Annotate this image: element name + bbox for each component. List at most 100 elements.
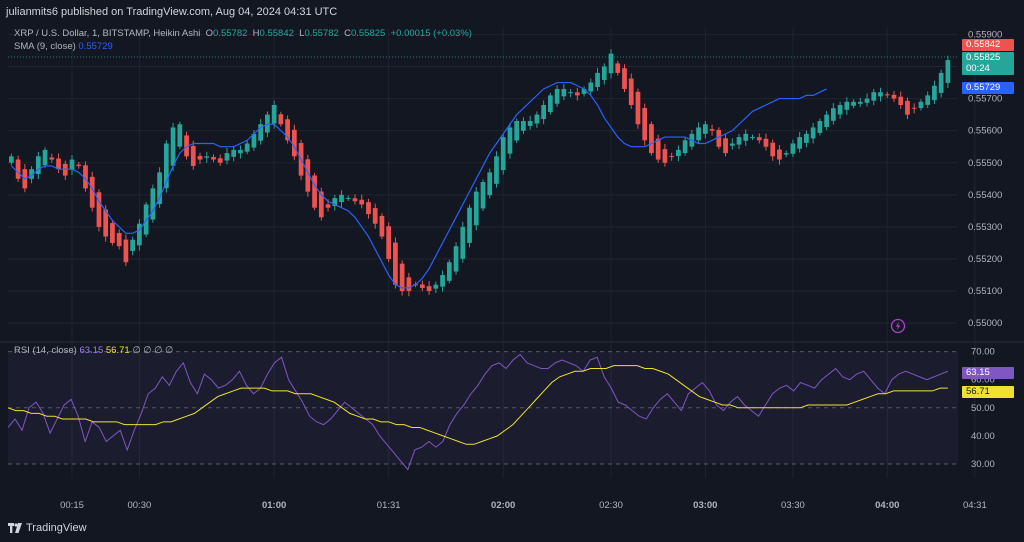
candle-body xyxy=(35,156,41,174)
candle-body xyxy=(352,198,358,202)
candle-body xyxy=(514,121,520,141)
countdown-badge: 00:24 xyxy=(962,63,1014,75)
candle-body xyxy=(130,239,136,251)
change-value: +0.00015 (+0.03%) xyxy=(390,28,472,39)
candle-body xyxy=(655,138,661,160)
rsi-y-tick-label: 60.00 xyxy=(971,375,995,386)
candle-body xyxy=(709,129,715,131)
rsi-badge: 63.15 xyxy=(962,367,1014,379)
candle-body xyxy=(932,85,937,101)
rsi-y-tick-label: 70.00 xyxy=(971,347,995,358)
y-tick-label: 0.55600 xyxy=(968,126,1002,137)
close-label: C xyxy=(344,28,351,39)
candle-body xyxy=(163,143,169,189)
candle-body xyxy=(649,124,654,154)
candle-body xyxy=(615,63,621,73)
y-tick-label: 0.55900 xyxy=(968,29,1002,40)
candle-body xyxy=(446,262,452,281)
candle-body xyxy=(49,157,55,160)
candle-body xyxy=(184,135,189,157)
candle-body xyxy=(676,149,681,157)
candle-body xyxy=(339,194,344,203)
candle-body xyxy=(278,114,284,125)
symbol-label: XRP / U.S. Dollar, 1, BITSTAMP, Heikin A… xyxy=(14,28,201,39)
candle-body xyxy=(271,105,277,124)
candle-body xyxy=(608,53,614,74)
candle-body xyxy=(190,145,196,166)
rsi-grid xyxy=(8,351,958,465)
candle-body xyxy=(305,159,311,192)
y-tick-label: 0.55000 xyxy=(968,318,1002,329)
candle-body xyxy=(42,149,48,166)
candle-body xyxy=(177,124,183,147)
candle-body xyxy=(756,137,762,141)
x-tick-label: 03:30 xyxy=(781,500,805,511)
lightning-icon[interactable] xyxy=(890,318,906,334)
high-badge: 0.55842 xyxy=(962,39,1014,51)
candle-body xyxy=(790,143,796,154)
candlestick-series xyxy=(9,49,951,297)
rsi-y-tick-label: 30.00 xyxy=(971,459,995,470)
candle-body xyxy=(150,188,156,220)
candle-body xyxy=(642,108,648,141)
candle-body xyxy=(743,133,749,141)
candle-body xyxy=(527,121,533,126)
candle-body xyxy=(83,165,88,189)
candle-body xyxy=(406,277,412,292)
candle-body xyxy=(258,124,264,141)
sma-badge: 0.55729 xyxy=(962,82,1014,94)
candle-body xyxy=(817,121,823,133)
candle-body xyxy=(76,164,82,166)
close-value: 0.55825 xyxy=(350,28,386,39)
candle-body xyxy=(238,149,243,154)
candle-body xyxy=(548,95,553,113)
candle-body xyxy=(682,140,688,154)
candle-body xyxy=(15,159,21,179)
candle-body xyxy=(453,246,459,272)
candle-body xyxy=(750,137,755,139)
candle-body xyxy=(251,133,257,148)
candle-body xyxy=(231,149,237,157)
candle-body xyxy=(851,101,856,106)
candle-body xyxy=(137,223,142,246)
rsi-legend: RSI (14, close) 63.15 56.71 ∅ ∅ ∅ ∅ xyxy=(14,345,173,356)
candle-body xyxy=(265,114,270,133)
candle-body xyxy=(29,169,34,179)
candle-body xyxy=(89,176,95,208)
main-legend: XRP / U.S. Dollar, 1, BITSTAMP, Heikin A… xyxy=(14,28,472,39)
candle-body xyxy=(312,175,317,208)
candle-body xyxy=(736,137,742,145)
x-tick-label: 01:00 xyxy=(262,500,286,511)
open-label: O xyxy=(205,28,214,39)
low-value: 0.55782 xyxy=(304,28,339,39)
candle-body xyxy=(871,92,877,101)
x-tick-label: 04:31 xyxy=(963,500,987,511)
footer: TradingView xyxy=(8,522,87,534)
candle-body xyxy=(696,127,701,141)
candle-body xyxy=(783,153,789,155)
candle-body xyxy=(487,172,493,196)
rsi-ma-value: 56.71 xyxy=(105,345,130,356)
candle-body xyxy=(399,263,405,292)
sma-legend: SMA (9, close) 0.55729 xyxy=(14,41,113,52)
candle-body xyxy=(420,284,425,288)
candle-body xyxy=(864,98,870,103)
candle-body xyxy=(925,95,931,105)
x-tick-label: 01:31 xyxy=(377,500,401,511)
candle-body xyxy=(837,105,843,115)
candle-body xyxy=(211,157,216,160)
candle-body xyxy=(729,143,735,146)
candle-body xyxy=(830,108,836,121)
candle-body xyxy=(372,208,378,224)
candle-body xyxy=(554,88,560,104)
sma-series-line xyxy=(10,81,827,289)
candle-body xyxy=(601,66,607,80)
y-tick-label: 0.55200 xyxy=(968,254,1002,265)
rsi-ma-series-line xyxy=(7,365,948,445)
candle-body xyxy=(574,92,580,96)
candle-body xyxy=(777,149,782,160)
candle-body xyxy=(56,158,61,170)
candle-body xyxy=(480,182,486,209)
candle-body xyxy=(285,119,290,141)
